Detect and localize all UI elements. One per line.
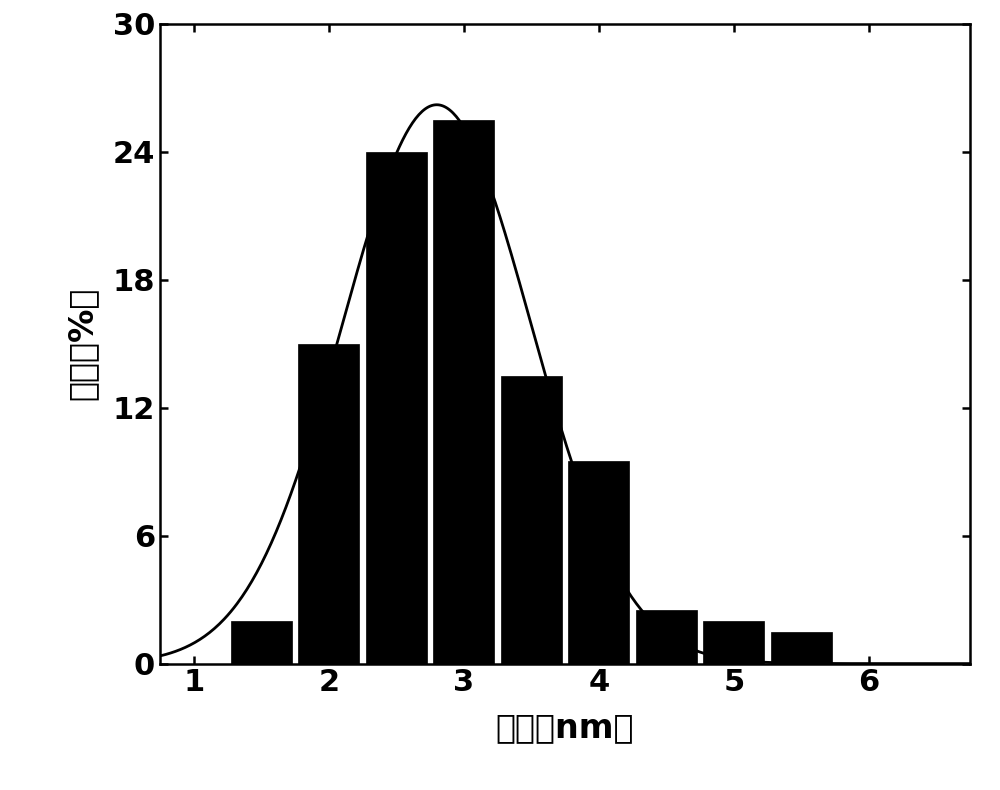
Bar <box>771 632 832 664</box>
Y-axis label: 分数（%）: 分数（%） <box>66 287 99 401</box>
Bar <box>366 152 427 664</box>
Bar <box>568 461 629 664</box>
Bar <box>703 621 764 664</box>
Bar <box>433 120 494 664</box>
Bar <box>298 344 359 664</box>
X-axis label: 尺寸（nm）: 尺寸（nm） <box>496 711 634 744</box>
Bar <box>636 610 697 664</box>
Bar <box>231 621 292 664</box>
Bar <box>501 375 562 664</box>
